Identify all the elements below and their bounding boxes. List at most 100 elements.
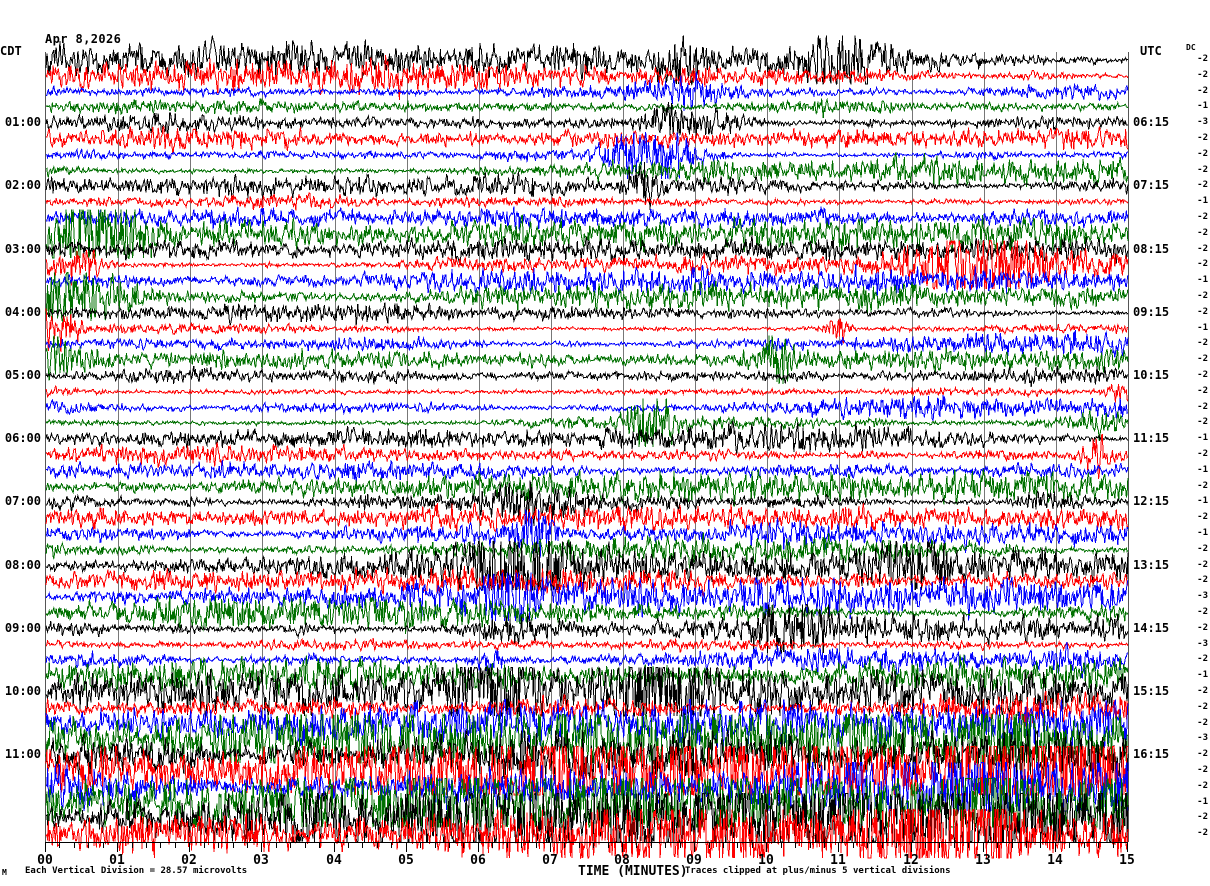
- hour-label-utc: 14:15: [1133, 620, 1170, 635]
- trace-line: [45, 480, 1129, 527]
- dc-value: -2: [1197, 749, 1208, 760]
- trace-row: [45, 240, 1129, 291]
- x-tick-minor: [1040, 842, 1041, 848]
- trace-line: [45, 713, 1129, 766]
- gridline-minute-03: [262, 52, 263, 842]
- trace-line: [45, 102, 1129, 137]
- dc-value: -2: [1197, 764, 1208, 775]
- trace-line: [45, 421, 1129, 455]
- trace-row: [45, 394, 1129, 421]
- x-tick-minor: [882, 842, 883, 848]
- trace-row: [45, 35, 1128, 87]
- x-tick-minor: [608, 842, 609, 848]
- x-tick-major: [406, 842, 407, 852]
- dc-value: -2: [1197, 780, 1208, 791]
- trace-row: [45, 595, 1129, 634]
- x-tick-label: 11: [830, 853, 846, 868]
- x-tick-minor: [536, 842, 537, 848]
- x-tick-minor: [377, 842, 378, 848]
- trace-row: [45, 468, 1129, 507]
- x-tick-minor: [867, 842, 868, 848]
- trace-row: [45, 744, 1128, 797]
- x-tick-minor: [925, 842, 926, 848]
- x-tick-major: [261, 842, 262, 852]
- trace-line: [45, 532, 1129, 569]
- x-tick-minor: [507, 842, 508, 848]
- gridline-minute-02: [190, 52, 191, 842]
- x-tick-minor: [463, 842, 464, 848]
- dc-value: -1: [1197, 275, 1208, 286]
- dc-value: -1: [1197, 433, 1208, 444]
- dc-value: -2: [1197, 717, 1208, 728]
- trace-row: [45, 539, 1129, 592]
- dc-value: -2: [1197, 654, 1208, 665]
- x-tick-minor: [968, 842, 969, 848]
- dc-value: -1: [1197, 796, 1208, 807]
- dc-value: -1: [1197, 196, 1208, 207]
- trace-row: [45, 308, 1129, 352]
- hour-label-local: 11:00: [4, 747, 41, 762]
- x-tick-minor: [954, 842, 955, 848]
- trace-line: [46, 459, 1129, 484]
- trace-row: [45, 603, 1129, 654]
- trace-row: [45, 330, 1129, 359]
- trace-row: [45, 698, 1129, 749]
- trace-line: [45, 151, 1129, 187]
- dc-value: -2: [1197, 85, 1208, 96]
- x-tick-major: [983, 842, 984, 852]
- trace-line: [45, 572, 1129, 622]
- trace-line: [45, 666, 1129, 718]
- dc-value: -2: [1197, 385, 1208, 396]
- trace-row: [45, 365, 1129, 388]
- x-tick-major: [45, 842, 46, 852]
- trace-row: [45, 102, 1129, 137]
- dc-value: -2: [1197, 701, 1208, 712]
- hour-label-local: 05:00: [4, 367, 41, 382]
- x-tick-minor: [939, 842, 940, 848]
- x-tick-minor: [680, 842, 681, 848]
- trace-row: [45, 272, 1129, 323]
- x-tick-label: 15: [1119, 853, 1135, 868]
- x-tick-minor: [305, 842, 306, 848]
- trace-row: [45, 642, 1129, 679]
- trace-line: [45, 162, 1129, 211]
- x-tick-label: 00: [37, 853, 53, 868]
- trace-line: [45, 468, 1129, 507]
- trace-line: [45, 335, 1129, 385]
- dc-value: -2: [1197, 512, 1208, 523]
- trace-row: [46, 125, 1129, 156]
- x-tick-major: [189, 842, 190, 852]
- trace-row: [45, 792, 1129, 845]
- trace-line: [45, 566, 1129, 597]
- x-tick-major: [1127, 842, 1128, 852]
- trace-line: [46, 125, 1129, 156]
- x-tick-minor: [564, 842, 565, 848]
- trace-row: [45, 433, 1129, 480]
- trace-line: [45, 302, 1129, 326]
- dc-value: -1: [1197, 101, 1208, 112]
- trace-line: [45, 792, 1129, 845]
- hour-label-utc: 09:15: [1133, 304, 1170, 319]
- x-tick-minor: [1098, 842, 1099, 848]
- trace-line: [45, 54, 1129, 100]
- x-tick-minor: [1026, 842, 1027, 848]
- x-tick-minor: [651, 842, 652, 848]
- hour-label-local: 04:00: [4, 304, 41, 319]
- trace-line: [45, 509, 1129, 559]
- x-axis-title: TIME (MINUTES): [578, 864, 688, 879]
- hour-label-local: 09:00: [4, 620, 41, 635]
- trace-row: [45, 572, 1129, 622]
- dc-value: -1: [1197, 527, 1208, 538]
- trace-line: [45, 603, 1129, 654]
- x-tick-major: [766, 842, 767, 852]
- x-tick-label: 08: [614, 853, 630, 868]
- x-tick-minor: [88, 842, 89, 848]
- trace-line: [45, 264, 1129, 296]
- trace-line: [45, 35, 1128, 87]
- x-tick-minor: [737, 842, 738, 848]
- clipping-note: Traces clipped at plus/minus 5 vertical …: [685, 866, 951, 876]
- x-tick-major: [550, 842, 551, 852]
- dc-value: -2: [1197, 211, 1208, 222]
- x-tick-label: 06: [470, 853, 486, 868]
- dc-value: -2: [1197, 290, 1208, 301]
